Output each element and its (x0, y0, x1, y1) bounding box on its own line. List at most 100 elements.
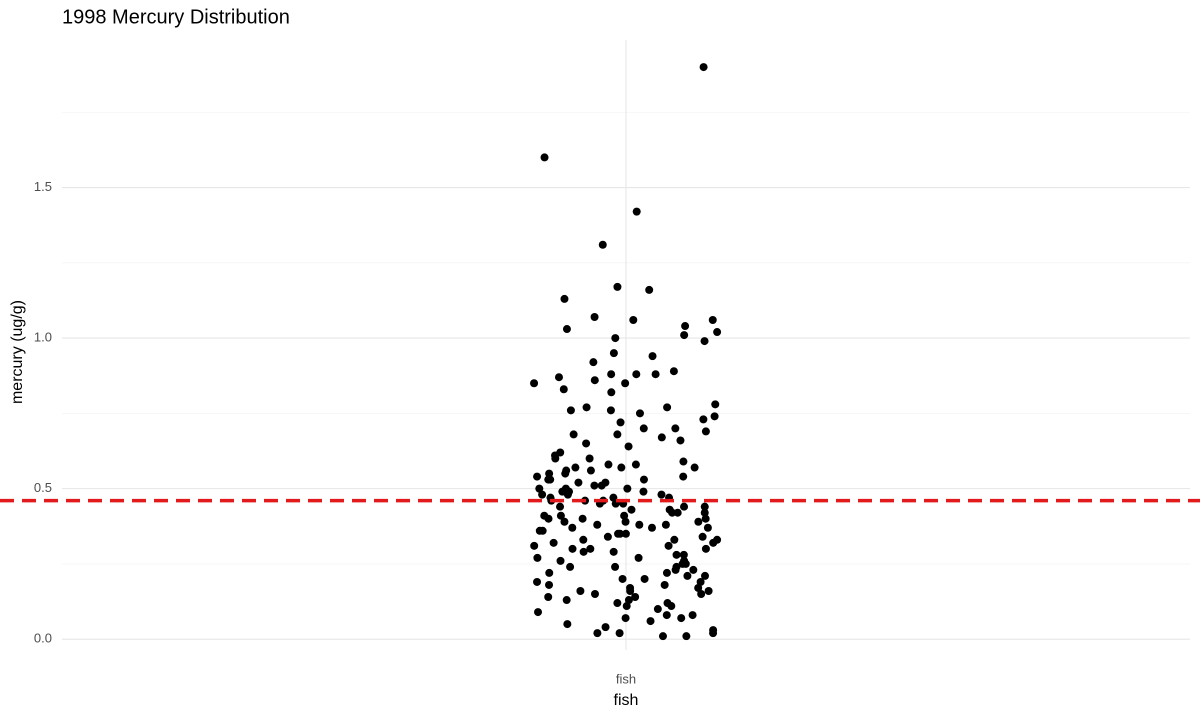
point (590, 376, 599, 385)
point (713, 328, 722, 337)
point (586, 544, 595, 553)
point (561, 469, 570, 478)
point (682, 632, 691, 641)
point (530, 541, 539, 550)
point (556, 556, 565, 565)
point (545, 580, 554, 589)
point (534, 608, 543, 617)
point (640, 574, 649, 583)
point (647, 523, 656, 532)
point (668, 508, 677, 517)
point (590, 312, 599, 321)
point (606, 406, 615, 415)
point (700, 337, 709, 346)
point (639, 475, 648, 484)
point (607, 370, 616, 379)
point (627, 505, 636, 514)
point (582, 439, 591, 448)
point (611, 562, 620, 571)
point (701, 571, 710, 580)
point (663, 403, 672, 412)
point (672, 550, 681, 559)
point (703, 523, 712, 532)
point (601, 623, 610, 632)
point (664, 541, 673, 550)
point (681, 559, 690, 568)
point (622, 602, 631, 611)
point (677, 614, 686, 623)
point (607, 388, 616, 397)
point (566, 406, 575, 415)
point (661, 520, 670, 529)
point (621, 379, 630, 388)
point (651, 370, 660, 379)
point (593, 520, 602, 529)
point (632, 370, 641, 379)
point (710, 412, 719, 421)
y-tick-label: 1.5 (34, 179, 52, 194)
point (578, 514, 587, 523)
point (657, 490, 666, 499)
point (709, 538, 718, 547)
point (533, 577, 542, 586)
point (660, 580, 669, 589)
point (671, 424, 680, 433)
point (670, 535, 679, 544)
point (620, 511, 629, 520)
point (569, 430, 578, 439)
point (679, 457, 688, 466)
point (579, 547, 588, 556)
point (669, 367, 678, 376)
point (613, 282, 622, 291)
point (635, 409, 644, 418)
point (590, 589, 599, 598)
point (590, 481, 599, 490)
point (616, 418, 625, 427)
point (621, 614, 630, 623)
point (616, 529, 625, 538)
point (697, 589, 706, 598)
chart-title: 1998 Mercury Distribution (62, 6, 290, 28)
point (694, 517, 703, 526)
point (559, 385, 568, 394)
point (631, 593, 640, 602)
point (626, 586, 635, 595)
point (556, 511, 565, 520)
point (609, 349, 618, 358)
point (571, 463, 580, 472)
point (698, 532, 707, 541)
point (574, 478, 583, 487)
point (700, 508, 709, 517)
y-tick-label: 0.0 (34, 631, 52, 646)
y-tick-label: 1.0 (34, 330, 52, 345)
point (623, 484, 632, 493)
point (586, 466, 595, 475)
point (533, 553, 542, 562)
point (680, 502, 689, 511)
point (613, 599, 622, 608)
point (662, 568, 671, 577)
point (545, 568, 554, 577)
point (611, 334, 620, 343)
point (696, 577, 705, 586)
point (688, 611, 697, 620)
y-axis-title: mercury (ug/g) (9, 300, 26, 404)
point (653, 605, 662, 614)
point (568, 523, 577, 532)
point (551, 454, 560, 463)
point (648, 352, 657, 361)
point (679, 550, 688, 559)
point (701, 427, 710, 436)
point (609, 547, 618, 556)
point (598, 240, 607, 249)
point (566, 562, 575, 571)
point (556, 502, 565, 511)
point (701, 514, 710, 523)
point (699, 415, 708, 424)
point (579, 535, 588, 544)
point (680, 331, 689, 340)
point (621, 529, 630, 538)
point (535, 484, 544, 493)
point (673, 508, 682, 517)
point (613, 430, 622, 439)
